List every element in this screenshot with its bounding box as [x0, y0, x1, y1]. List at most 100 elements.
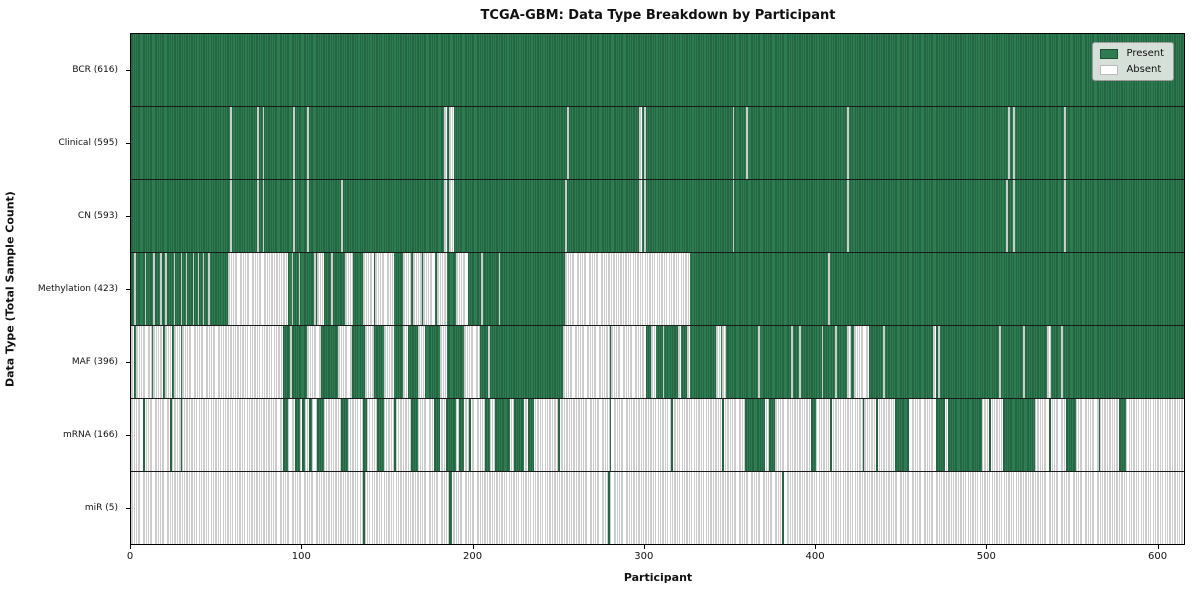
present-segment [317, 399, 325, 471]
absent-segment [365, 326, 374, 398]
absent-segment [481, 253, 484, 325]
y-tick-mark [126, 142, 130, 144]
present-segment [1098, 399, 1101, 471]
absent-segment [173, 326, 181, 398]
absent-segment [1013, 107, 1015, 179]
present-swatch [1100, 48, 1119, 59]
absent-segment [1006, 180, 1008, 252]
absent-segment [732, 107, 735, 179]
absent-segment [678, 326, 682, 398]
present-segment [830, 399, 832, 471]
absent-segment [790, 326, 793, 398]
absent-segment [611, 326, 646, 398]
absent-segment [498, 253, 501, 325]
absent-segment [307, 326, 321, 398]
absent-segment [436, 253, 448, 325]
absent-segment [828, 253, 831, 325]
present-segment [1066, 399, 1077, 471]
present-segment [744, 399, 766, 471]
x-tick-label-100: 100 [291, 551, 311, 562]
present-segment [527, 399, 535, 471]
absent-segment [262, 107, 265, 179]
row-clinical [131, 106, 1184, 179]
absent-segment [662, 326, 665, 398]
present-segment [513, 399, 525, 471]
y-tick-label-methylation: Methylation (423) [37, 284, 118, 294]
absent-segment [1060, 326, 1063, 398]
absent-segment [455, 253, 468, 325]
absent-segment [440, 326, 448, 398]
absent-segment [293, 107, 296, 179]
present-segment [433, 399, 441, 471]
row-mir [131, 471, 1184, 544]
present-segment [1048, 399, 1051, 471]
absent-segment [307, 107, 309, 179]
present-segment [301, 399, 306, 471]
absent-segment [207, 253, 210, 325]
absent-segment [402, 253, 412, 325]
absent-segment [643, 180, 646, 252]
plot-area: Present Absent [130, 33, 1185, 545]
present-segment [377, 399, 384, 471]
absent-segment [448, 180, 455, 252]
y-tick-label-maf: MAF (396) [71, 357, 118, 368]
absent-segment [289, 326, 292, 398]
absent-segment [134, 253, 137, 325]
row-mrna [131, 398, 1184, 471]
absent-segment [257, 107, 260, 179]
y-tick-mark [126, 215, 130, 217]
x-tick-label-0: 0 [126, 551, 134, 562]
row-maf [131, 325, 1184, 398]
present-segment [1119, 399, 1126, 471]
present-segment [170, 399, 173, 471]
legend-entry-absent: Absent [1100, 64, 1164, 75]
absent-segment [443, 180, 448, 252]
y-tick-label-bcr: BCR (616) [72, 64, 118, 75]
absent-segment [565, 180, 567, 252]
absent-segment [464, 326, 480, 398]
present-segment [768, 399, 776, 471]
chart-title: TCGA-GBM: Data Type Breakdown by Partici… [480, 8, 836, 23]
absent-segment [835, 326, 837, 398]
absent-segment [153, 326, 164, 398]
absent-segment [686, 326, 690, 398]
present-segment [363, 472, 366, 544]
absent-segment [192, 253, 195, 325]
absent-segment [375, 253, 395, 325]
y-tick-mark [126, 508, 130, 510]
x-tick-mark [1157, 545, 1159, 549]
absent-segment [1064, 180, 1067, 252]
absent-segment [262, 180, 265, 252]
absent-segment [1023, 326, 1026, 398]
absent-segment [185, 253, 188, 325]
present-segment [308, 399, 313, 471]
present-segment [607, 472, 610, 544]
x-tick-label-400: 400 [805, 551, 825, 562]
present-segment [936, 399, 945, 471]
absent-segment [1047, 326, 1051, 398]
present-segment [180, 399, 183, 471]
y-tick-mark [126, 435, 130, 437]
absent-segment [131, 326, 135, 398]
legend-present-label: Present [1126, 48, 1164, 59]
absent-segment [638, 107, 643, 179]
absent-segment [847, 107, 849, 179]
absent-segment [230, 180, 232, 252]
legend-absent-label: Absent [1126, 64, 1162, 75]
x-tick-mark [130, 545, 131, 549]
x-tick-label-600: 600 [1148, 551, 1168, 562]
absent-segment [180, 253, 183, 325]
absent-segment [758, 326, 761, 398]
present-segment [609, 399, 612, 471]
absent-segment [565, 253, 690, 325]
x-tick-label-500: 500 [976, 551, 996, 562]
absent-segment [563, 326, 610, 398]
present-segment [782, 472, 784, 544]
present-segment [295, 399, 301, 471]
present-segment [445, 399, 456, 471]
absent-segment [182, 326, 284, 398]
row-bcr [131, 34, 1184, 106]
present-segment [459, 399, 465, 471]
absent-segment [363, 253, 374, 325]
